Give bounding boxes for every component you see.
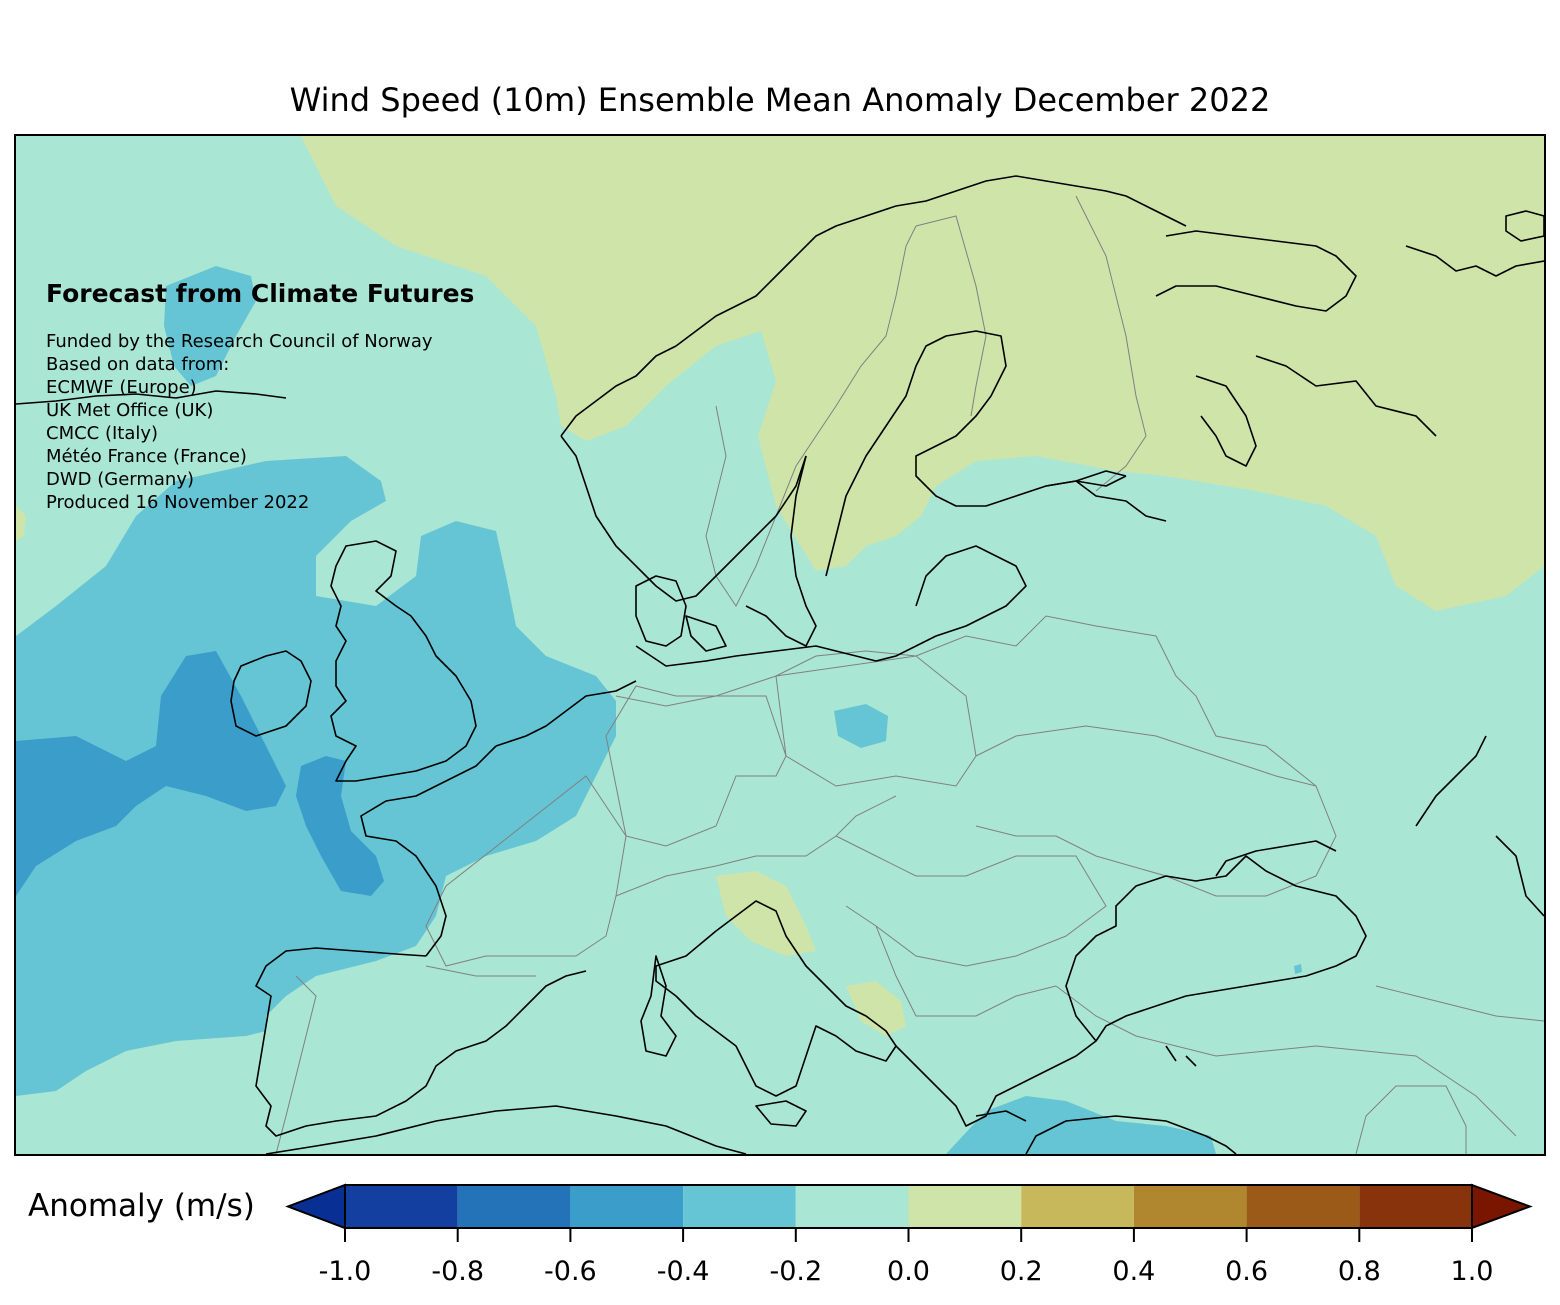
coast-black-sea	[1065, 855, 1367, 1042]
positive-anomaly-alps	[716, 871, 816, 956]
coast-sweden-baltic	[745, 455, 817, 647]
anomaly-map	[16, 136, 1544, 1154]
colorbar-tick-label: 0.4	[1112, 1256, 1156, 1287]
border-iberia	[275, 975, 317, 1154]
border-alps	[615, 795, 897, 897]
colorbar-tick-label: -0.2	[769, 1256, 823, 1287]
negative-anomaly-north-atlantic	[164, 266, 256, 386]
colorbar-segment	[1359, 1185, 1472, 1228]
border-russia-east	[1175, 675, 1317, 787]
stronger-negative-anomaly-biscay	[16, 651, 286, 896]
colorbar-segment	[795, 1185, 909, 1228]
colorbar-segment	[345, 1185, 458, 1228]
positive-anomaly-west-edge	[16, 506, 26, 541]
colorbar-outline	[344, 1184, 1473, 1229]
coast-gulf-of-bothnia	[825, 330, 1127, 577]
credit-line: Based on data from:	[46, 354, 230, 375]
colorbar-segment	[1133, 1185, 1247, 1228]
coast-iberia	[255, 947, 587, 1137]
credit-line: Produced 16 November 2022	[46, 492, 310, 513]
coastlines	[16, 175, 1544, 1154]
credit-line: UK Met Office (UK)	[46, 400, 214, 421]
colorbar-segment	[1246, 1185, 1360, 1228]
border-poland	[775, 655, 977, 787]
border-germany	[605, 685, 787, 847]
border-balkans-inner	[875, 925, 1057, 1017]
coast-caspian	[1415, 735, 1544, 917]
colorbar-segment	[1021, 1185, 1134, 1228]
colorbar-tick-label: 0.8	[1337, 1256, 1381, 1287]
negative-anomaly-poland	[834, 704, 888, 748]
coast-germany-poland	[635, 645, 877, 667]
border-ukraine	[975, 725, 1337, 897]
border-sweden-finland	[915, 215, 987, 417]
border-spain-france	[425, 965, 536, 977]
border-norway-sweden	[705, 225, 917, 607]
credit-line: ECMWF (Europe)	[46, 377, 197, 398]
stronger-negative-anomaly-regions	[16, 651, 384, 896]
coast-netherlands-belgium	[495, 680, 637, 747]
coast-balkans	[895, 1040, 1097, 1127]
coast-sicily	[755, 1100, 807, 1127]
colorbar-segment	[908, 1185, 1022, 1228]
border-caucasus	[1375, 985, 1544, 1022]
stronger-negative-anomaly-channel	[296, 756, 384, 896]
coast-sardinia-corsica	[640, 955, 677, 1057]
border-france	[425, 775, 627, 967]
coast-north-africa	[265, 1105, 747, 1154]
coast-kola-white-sea	[1155, 230, 1357, 467]
colorbar-tick-label: -0.8	[431, 1256, 485, 1287]
positive-anomaly-north	[301, 136, 1544, 611]
map-frame: Forecast from Climate Futures Funded by …	[14, 134, 1546, 1156]
negative-anomaly-black-sea-dot	[1294, 964, 1302, 974]
colorbar-segment	[570, 1185, 684, 1228]
border-middle-east	[1355, 1085, 1467, 1154]
coast-great-britain	[330, 540, 477, 782]
map-title: Wind Speed (10m) Ensemble Mean Anomaly D…	[289, 81, 1271, 119]
coast-crete-cyprus	[975, 1045, 1197, 1122]
coast-azov	[1215, 840, 1337, 877]
coast-france	[360, 745, 497, 957]
colorbar-segment	[683, 1185, 796, 1228]
coast-iceland-greenland	[16, 390, 287, 405]
border-finland-russia	[1075, 195, 1147, 492]
colorbar-label: Anomaly (m/s)	[28, 1188, 255, 1224]
colorbar-over-extension	[1471, 1183, 1533, 1230]
credit-line: DWD (Germany)	[46, 469, 195, 490]
coast-east-med	[1025, 1115, 1237, 1154]
colorbar-tick-label: -0.4	[656, 1256, 710, 1287]
negative-anomaly-east-med	[946, 1096, 1216, 1154]
colorbar-tick-label: 0.6	[1225, 1256, 1269, 1287]
coast-gulf-of-finland	[1045, 475, 1167, 522]
credit-line: CMCC (Italy)	[46, 423, 159, 444]
positive-anomaly-adriatic	[846, 981, 906, 1036]
border-balkans	[835, 835, 1107, 967]
coast-denmark	[635, 575, 727, 652]
positive-anomaly-regions	[16, 136, 1544, 1036]
coast-ireland	[230, 650, 312, 737]
coast-italy	[655, 900, 897, 1097]
colorbar-tick-label: -0.6	[544, 1256, 597, 1287]
colorbar-segment	[457, 1185, 571, 1228]
credit-line: Funded by the Research Council of Norway	[46, 331, 433, 352]
colorbar-tick-label: 1.0	[1450, 1256, 1494, 1287]
coast-norway	[560, 175, 1187, 602]
border-turkey	[1055, 985, 1517, 1137]
credit-line: Météo France (France)	[46, 446, 247, 467]
coast-arctic-russia	[1255, 210, 1544, 437]
country-borders	[275, 195, 1544, 1154]
colorbar-tick-label: -1.0	[318, 1256, 372, 1287]
forecast-heading: Forecast from Climate Futures	[46, 279, 475, 308]
coast-baltic-states	[875, 545, 1027, 662]
credits-block: Funded by the Research Council of Norway…	[46, 330, 433, 514]
colorbar-tick-label: 0.2	[999, 1256, 1043, 1287]
colorbar-under-extension	[285, 1183, 346, 1230]
colorbar-tick-label: 0.0	[887, 1256, 930, 1287]
